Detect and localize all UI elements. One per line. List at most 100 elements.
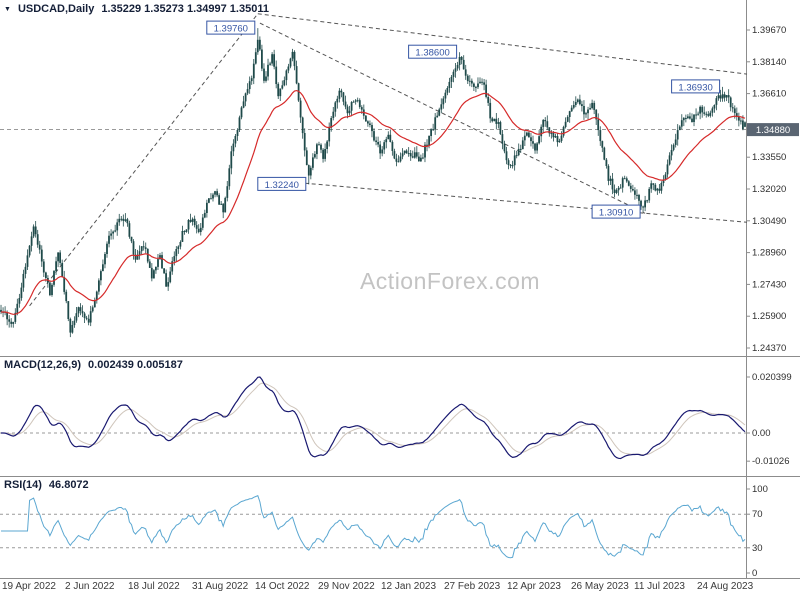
candle-body [636, 194, 638, 196]
candle-body [644, 200, 646, 208]
candle-body [515, 155, 518, 157]
candle-body [740, 120, 742, 122]
candle-body [369, 123, 371, 125]
candle-body [391, 142, 394, 151]
candle-body [226, 186, 229, 198]
candle-body [116, 222, 119, 231]
candle-body [450, 76, 453, 82]
candle-body [566, 117, 569, 122]
candle-body [55, 261, 57, 272]
candle-body [283, 80, 286, 86]
x-axis-label: 19 Apr 2022 [2, 581, 56, 592]
candle-body [175, 249, 178, 257]
price-axis-label: 1.38140 [752, 57, 786, 68]
candle-body [595, 109, 598, 120]
candle-body [291, 51, 294, 59]
candle-body [132, 241, 135, 255]
candle-body [71, 325, 74, 333]
candle-body [511, 165, 514, 167]
candle-body [672, 144, 675, 150]
candle-body [428, 136, 430, 146]
candle-body [593, 102, 596, 110]
candle-body [703, 112, 706, 114]
candle-body [471, 80, 473, 84]
candle-body [715, 98, 718, 105]
candle-body [165, 273, 167, 287]
candle-body [454, 68, 457, 72]
candle-body [499, 122, 502, 135]
candle-body [656, 188, 659, 191]
candle-body [346, 106, 349, 114]
candle-body [324, 149, 326, 159]
candle-body [742, 120, 744, 129]
candle-body [733, 108, 736, 114]
candle-body [650, 183, 653, 189]
candle-body [579, 99, 581, 105]
candle-body [167, 282, 170, 287]
candle-body [687, 116, 689, 119]
x-axis-label: 12 Jan 2023 [381, 581, 437, 592]
candle-body [222, 203, 225, 213]
candle-body [271, 54, 273, 64]
candle-body [705, 113, 708, 115]
candle-body [670, 150, 673, 156]
candle-body [138, 251, 141, 255]
candle-body [287, 66, 290, 71]
candle-body [505, 151, 508, 161]
macd-signal-line [1, 382, 746, 456]
candle-body [214, 191, 216, 195]
candle-body [407, 153, 410, 155]
candle-body [295, 66, 298, 84]
candle-body [475, 86, 477, 88]
x-axis-label: 29 Nov 2022 [318, 581, 375, 592]
price-level-text: 1.39760 [214, 24, 248, 35]
candle-body [658, 188, 661, 191]
candle-body [87, 318, 90, 323]
candle-body [128, 223, 131, 237]
candle-body [422, 157, 424, 159]
candle-body [185, 229, 188, 232]
price-level-box [408, 44, 458, 59]
candle-body [275, 66, 278, 84]
candle-body [709, 112, 712, 116]
candle-body [513, 155, 516, 166]
candle-body [340, 90, 343, 93]
candle-body [277, 84, 280, 97]
candle-body [106, 243, 108, 254]
candle-body [479, 81, 481, 84]
candle-body [607, 166, 610, 181]
candle-body [85, 317, 88, 319]
rsi-panel: 100 70 30 0 [0, 484, 768, 579]
candle-body [409, 153, 412, 157]
watermark: ActionForex.com [359, 268, 541, 294]
candle-body [197, 228, 200, 232]
candle-body [536, 143, 538, 151]
candle-body [110, 233, 112, 236]
candle-body [530, 137, 532, 142]
candle-body [49, 282, 51, 296]
candle-body [148, 261, 151, 268]
candle-body [727, 95, 730, 98]
candle-body [373, 131, 375, 141]
candle-body [503, 143, 506, 152]
time-axis: 19 Apr 2022 2 Jun 2022 18 Jul 2022 31 Aug 2… [0, 581, 800, 597]
candle-body [375, 140, 377, 142]
candle-body [576, 99, 579, 102]
candle-body [344, 101, 347, 107]
candle-body [195, 225, 198, 229]
candle-body [389, 134, 392, 142]
candle-body [564, 121, 567, 128]
candle-body [534, 143, 536, 151]
candle-body [676, 130, 679, 140]
candle-body [312, 157, 314, 168]
candle-body [356, 100, 359, 102]
candle-body [689, 116, 691, 119]
candle-body [401, 153, 404, 157]
candle-body [526, 132, 528, 136]
candle-body [473, 83, 475, 87]
candle-body [220, 203, 223, 205]
candle-body [118, 218, 121, 223]
candle-body [336, 98, 339, 103]
candle-body [619, 187, 622, 189]
